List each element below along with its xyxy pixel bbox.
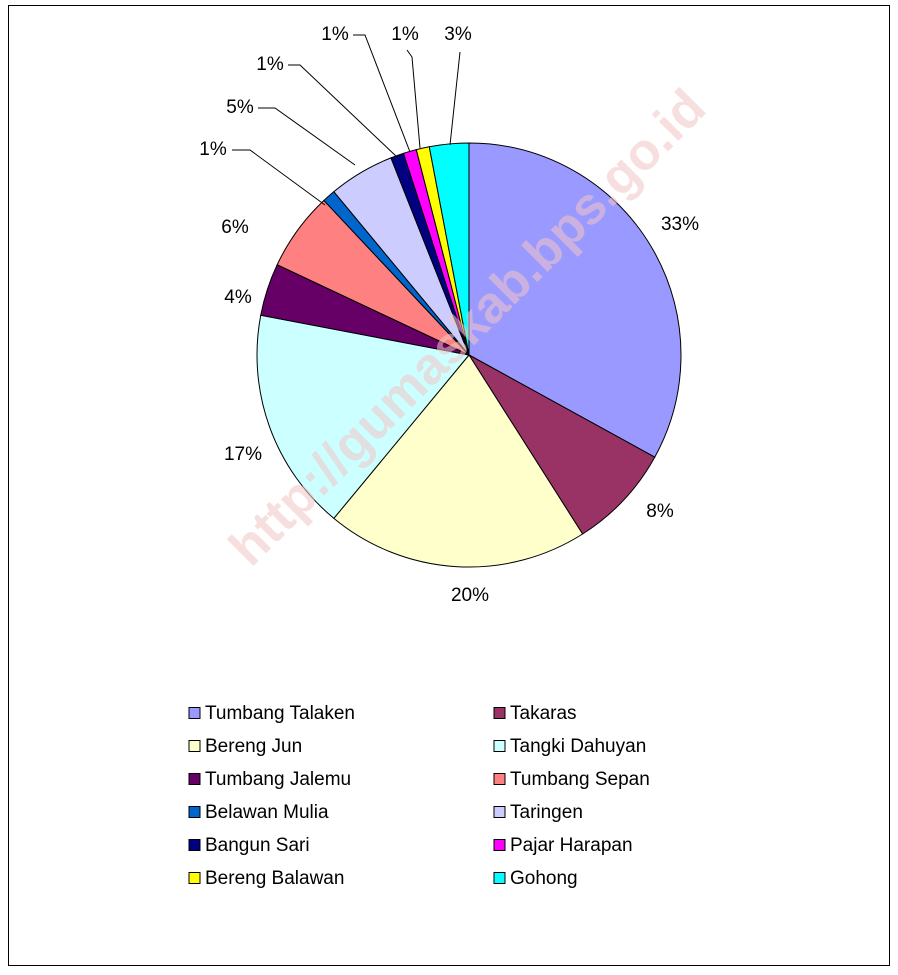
- legend-swatch: [188, 806, 201, 818]
- legend-swatch: [188, 839, 201, 851]
- legend-label: Bereng Balawan: [205, 868, 344, 889]
- data-label: 6%: [221, 217, 249, 238]
- legend-label: Tumbang Sepan: [510, 769, 650, 790]
- legend-swatch: [493, 806, 506, 818]
- legend-swatch: [493, 872, 506, 884]
- legend-label: Tumbang Talaken: [205, 703, 355, 724]
- pie-slice: [333, 354, 584, 568]
- data-label: 3%: [444, 24, 472, 45]
- legend-label: Taringen: [510, 802, 583, 823]
- leader-line: [449, 51, 461, 146]
- data-label: 17%: [224, 444, 262, 465]
- pie-slice: [428, 142, 470, 356]
- data-label: 20%: [451, 585, 489, 606]
- pie-slice: [468, 354, 656, 535]
- legend-label: Tumbang Jalemu: [205, 769, 351, 790]
- legend-label: Bangun Sari: [205, 835, 310, 856]
- pie-slice: [256, 314, 470, 520]
- legend-swatch: [493, 707, 506, 719]
- leader-line: [232, 149, 326, 206]
- data-label: 1%: [256, 54, 284, 75]
- legend-label: Belawan Mulia: [205, 802, 329, 823]
- leader-line: [406, 49, 421, 149]
- legend-label: Bereng Jun: [205, 736, 302, 757]
- legend-label: Tangki Dahuyan: [510, 736, 646, 757]
- data-label: 5%: [226, 97, 254, 118]
- legend-swatch: [493, 773, 506, 785]
- legend-swatch: [493, 839, 506, 851]
- data-label: 8%: [646, 501, 674, 522]
- legend-swatch: [188, 872, 201, 884]
- leader-line: [288, 64, 399, 159]
- legend-swatch: [188, 740, 201, 752]
- legend-swatch: [493, 740, 506, 752]
- pie: [256, 142, 682, 568]
- data-label: 4%: [224, 287, 252, 308]
- data-label: 1%: [199, 139, 227, 160]
- leader-line: [353, 34, 411, 153]
- legend-label: Gohong: [510, 868, 578, 889]
- legend-swatch: [188, 707, 201, 719]
- legend-label: Pajar Harapan: [510, 835, 633, 856]
- data-label: 1%: [321, 24, 349, 45]
- data-label: 33%: [661, 214, 699, 235]
- pie-slice: [468, 142, 682, 458]
- legend-label: Takaras: [510, 703, 577, 724]
- data-label: 1%: [391, 24, 419, 45]
- leader-line: [258, 107, 356, 166]
- legend-swatch: [188, 773, 201, 785]
